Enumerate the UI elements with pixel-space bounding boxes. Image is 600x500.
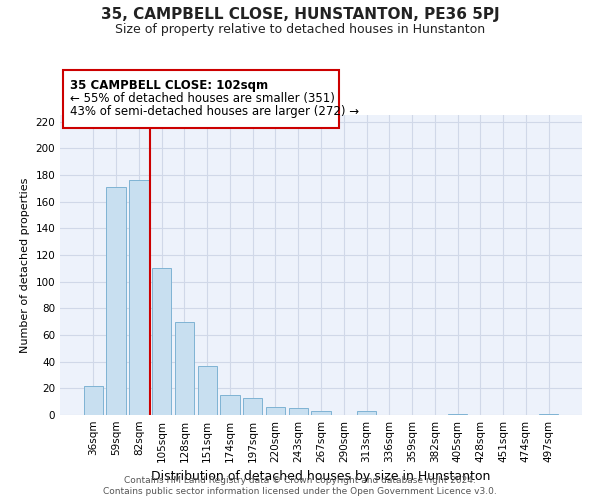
Text: Size of property relative to detached houses in Hunstanton: Size of property relative to detached ho… — [115, 22, 485, 36]
Bar — [289, 408, 308, 415]
X-axis label: Distribution of detached houses by size in Hunstanton: Distribution of detached houses by size … — [151, 470, 491, 484]
Text: ← 55% of detached houses are smaller (351): ← 55% of detached houses are smaller (35… — [70, 92, 335, 105]
Bar — [448, 414, 467, 415]
Bar — [539, 414, 558, 415]
Text: 35, CAMPBELL CLOSE, HUNSTANTON, PE36 5PJ: 35, CAMPBELL CLOSE, HUNSTANTON, PE36 5PJ — [101, 8, 499, 22]
Bar — [311, 411, 331, 415]
Y-axis label: Number of detached properties: Number of detached properties — [20, 178, 30, 352]
Bar — [129, 180, 149, 415]
Text: Contains public sector information licensed under the Open Government Licence v3: Contains public sector information licen… — [103, 487, 497, 496]
Text: 35 CAMPBELL CLOSE: 102sqm: 35 CAMPBELL CLOSE: 102sqm — [70, 79, 268, 92]
Bar — [175, 322, 194, 415]
Bar — [106, 187, 126, 415]
Bar — [220, 395, 239, 415]
Bar — [243, 398, 262, 415]
Bar — [197, 366, 217, 415]
Bar — [84, 386, 103, 415]
Bar — [357, 411, 376, 415]
Text: 43% of semi-detached houses are larger (272) →: 43% of semi-detached houses are larger (… — [70, 105, 359, 118]
Bar — [266, 407, 285, 415]
Bar — [152, 268, 172, 415]
Text: Contains HM Land Registry data © Crown copyright and database right 2024.: Contains HM Land Registry data © Crown c… — [124, 476, 476, 485]
